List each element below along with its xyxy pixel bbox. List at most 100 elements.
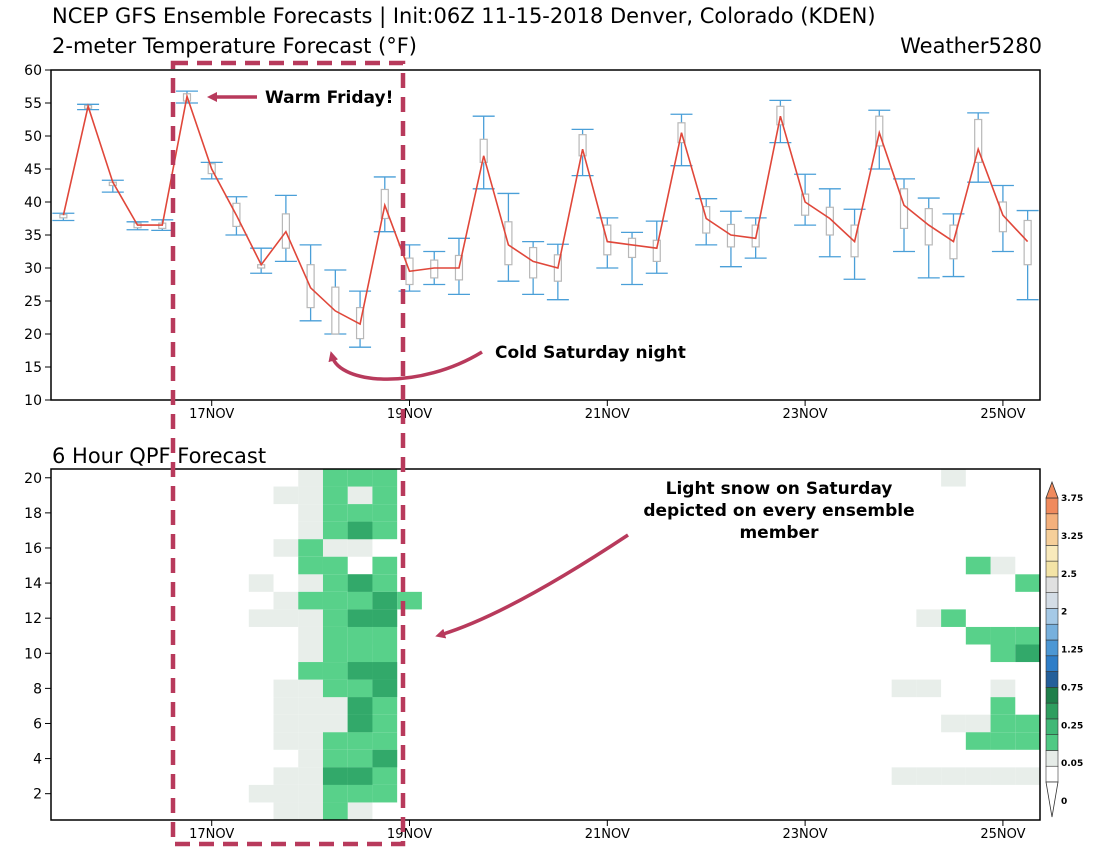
qpf-cell — [248, 609, 274, 627]
qpf-cell — [298, 749, 323, 768]
qpf-cell — [347, 469, 373, 487]
qpf-cell — [347, 504, 373, 522]
qpf-cell — [322, 504, 348, 522]
qpf-cell — [1015, 644, 1040, 663]
y-tick-label: 40 — [24, 195, 42, 211]
qpf-cell — [941, 469, 966, 487]
qpf-cell — [298, 574, 323, 592]
qpf-cell — [347, 626, 373, 645]
iqr-box — [998, 201, 1008, 233]
qpf-cell — [298, 644, 323, 663]
forecast-box — [917, 197, 940, 279]
forecast-box — [621, 231, 644, 286]
qpf-cell — [273, 679, 299, 698]
y-tick-label: 55 — [24, 96, 42, 112]
snow-annotation-line: Light snow on Saturday — [666, 479, 893, 499]
y-tick-label: 30 — [24, 261, 42, 277]
forecast-box — [546, 243, 569, 301]
qpf-cell — [298, 714, 323, 733]
colorbar-label: 0 — [1061, 797, 1067, 807]
qpf-cell — [298, 802, 323, 820]
qpf-cell — [372, 644, 398, 663]
qpf-cell — [941, 767, 966, 785]
qpf-cell — [347, 749, 373, 768]
iqr-box — [801, 193, 810, 216]
qpf-cell — [322, 697, 348, 715]
qpf-cell — [273, 486, 299, 505]
y-tick-label: 50 — [24, 129, 42, 145]
qpf-cell — [372, 486, 398, 505]
iqr-box — [578, 134, 587, 157]
x-tick-label: 21NOV — [585, 407, 630, 422]
qpf-cell — [322, 469, 348, 487]
colorbar-label: 3.75 — [1061, 494, 1083, 504]
qpf-cell — [990, 697, 1016, 715]
colorbar-segment — [1045, 702, 1059, 720]
forecast-box — [497, 192, 520, 282]
qpf-cell — [372, 697, 398, 715]
forecast-box — [991, 184, 1014, 253]
snow-annotation-line: depicted on every ensemble — [643, 501, 914, 521]
qpf-cell — [372, 784, 398, 803]
qpf-cell — [347, 802, 373, 820]
qpf-cell — [372, 609, 398, 627]
y-tick-label: 15 — [24, 360, 42, 376]
colorbar-label: 0.05 — [1061, 759, 1083, 769]
qpf-cell — [273, 732, 299, 750]
snow-annotation-line: member — [739, 523, 819, 543]
colorbar-segment — [1045, 560, 1059, 578]
qpf-cell — [273, 591, 299, 610]
qpf-cell — [322, 521, 348, 540]
qpf-cell — [347, 714, 373, 733]
colorbar-bottom-arrow — [1045, 781, 1059, 818]
iqr-box — [479, 138, 488, 164]
iqr-box — [1023, 219, 1032, 266]
qpf-cell — [347, 697, 373, 715]
forecast-box — [324, 269, 347, 335]
qpf-cell — [965, 556, 991, 575]
forecast-box — [695, 198, 718, 246]
qpf-cell — [372, 714, 398, 733]
colorbar-segment — [1045, 497, 1059, 515]
qpf-cell — [372, 767, 398, 785]
x-tick-label: 25NOV — [980, 407, 1025, 422]
qpf-cell — [990, 626, 1016, 645]
qpf-cell — [298, 697, 323, 715]
qpf-cell — [965, 767, 991, 785]
qpf-cell — [273, 714, 299, 733]
snow-arrow — [435, 533, 629, 639]
colorbar-segment — [1045, 529, 1059, 546]
qpf-cell — [372, 626, 398, 645]
qpf-cell — [347, 679, 373, 698]
qpf-cell — [1015, 732, 1040, 750]
iqr-box — [702, 206, 711, 234]
colorbar-segment — [1045, 734, 1059, 751]
qpf-cell — [990, 556, 1016, 575]
colorbar-segment — [1045, 639, 1059, 657]
forecast-box — [472, 115, 495, 190]
qpf-cell — [965, 714, 991, 733]
x-tick-label: 23NOV — [783, 407, 828, 422]
colorbar-segment — [1045, 687, 1059, 704]
y-tick-label: 20 — [24, 471, 42, 487]
y-tick-label: 8 — [33, 681, 42, 697]
qpf-cell — [916, 679, 942, 698]
qpf-cell — [273, 539, 299, 557]
qpf-cell — [372, 469, 398, 487]
colorbar-segment — [1045, 608, 1059, 625]
x-tick-label: 21NOV — [585, 827, 630, 842]
forecast-box — [843, 208, 866, 280]
chart-subtitle: 2-meter Temperature Forecast (°F) — [52, 34, 417, 58]
x-tick-label: 17NOV — [189, 407, 234, 422]
iqr-box — [652, 239, 661, 262]
cold-annotation: Cold Saturday night — [495, 343, 686, 363]
qpf-cell — [347, 539, 373, 557]
y-tick-label: 12 — [24, 611, 42, 627]
colorbar: 0 0.05 0.25 0.75 1.25 2 2.5 3.25 3.75 — [1045, 480, 1083, 818]
qpf-cell — [322, 802, 348, 820]
qpf-cell — [347, 609, 373, 627]
qpf-plot-frame — [50, 468, 1041, 821]
colorbar-segment — [1045, 718, 1059, 735]
colorbar-top-arrow — [1045, 480, 1059, 499]
